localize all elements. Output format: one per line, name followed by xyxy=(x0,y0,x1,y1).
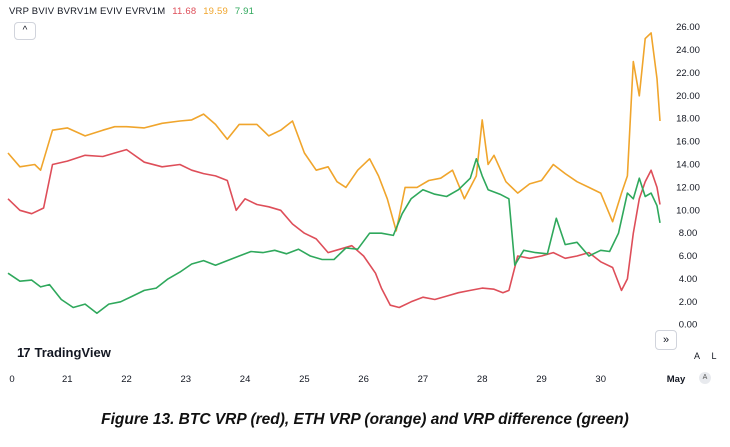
collapse-legend-button[interactable]: ^ xyxy=(14,22,36,40)
series-line-eth xyxy=(7,32,661,232)
chart-legend: VRP BVIV BVRV1M EVIV EVRV1M 11.68 19.59 … xyxy=(9,6,254,17)
x-tick-label: 21 xyxy=(62,374,73,385)
x-tick-label: 22 xyxy=(121,374,132,385)
log-scale-button[interactable]: L xyxy=(711,351,717,361)
x-tick-label: 27 xyxy=(418,374,429,385)
legend-btc-value: 11.68 xyxy=(172,6,197,17)
auto-scale-button[interactable]: A xyxy=(693,351,700,361)
series-line-btc xyxy=(7,148,661,309)
y-tick-label: 16.00 xyxy=(676,137,700,148)
x-tick-label: 26 xyxy=(358,374,369,385)
y-tick-label: 20.00 xyxy=(676,91,700,102)
y-axis: 0.00 2.00 4.00 6.00 8.00 10.00 12.00 14.00 16.00… xyxy=(676,22,700,331)
y-tick-label: 14.00 xyxy=(676,160,700,171)
tradingview-logo-text: TradingView xyxy=(34,345,111,360)
legend-labels: VRP BVIV BVRV1M EVIV EVRV1M xyxy=(9,6,166,17)
x-axis: 0 21 22 23 24 25 26 27 28 29 30 May xyxy=(9,374,686,385)
series-layer xyxy=(7,32,661,315)
y-tick-label: 2.00 xyxy=(679,297,698,308)
x-tick-label: 23 xyxy=(181,374,192,385)
y-tick-label: 4.00 xyxy=(679,274,698,285)
x-tick-label: 28 xyxy=(477,374,488,385)
figure-caption: Figure 13. BTC VRP (red), ETH VRP (orang… xyxy=(101,411,629,428)
x-tick-label: 25 xyxy=(299,374,310,385)
legend-eth-value: 19.59 xyxy=(203,6,228,17)
scroll-to-realtime-button[interactable]: » xyxy=(655,330,677,350)
series-line-diff xyxy=(7,158,661,315)
y-tick-label: 12.00 xyxy=(676,182,700,193)
y-tick-label: 24.00 xyxy=(676,45,700,56)
y-tick-label: 0.00 xyxy=(679,320,698,331)
y-tick-label: 26.00 xyxy=(676,22,700,33)
auto-badge[interactable]: A xyxy=(699,372,711,384)
tradingview-logo: 17 TradingView xyxy=(17,345,111,360)
x-tick-label: 24 xyxy=(240,374,251,385)
tradingview-logo-icon: 17 xyxy=(17,345,31,360)
y-tick-label: 10.00 xyxy=(676,205,700,216)
y-tick-label: 18.00 xyxy=(676,114,700,125)
y-tick-label: 6.00 xyxy=(679,251,698,262)
x-tick-label: 30 xyxy=(595,374,606,385)
y-tick-label: 22.00 xyxy=(676,68,700,79)
y-tick-label: 8.00 xyxy=(679,228,698,239)
x-tick-label: 0 xyxy=(9,374,14,385)
legend-diff-value: 7.91 xyxy=(234,6,255,17)
x-tick-label: 29 xyxy=(536,374,547,385)
x-tick-label: May xyxy=(667,374,686,385)
